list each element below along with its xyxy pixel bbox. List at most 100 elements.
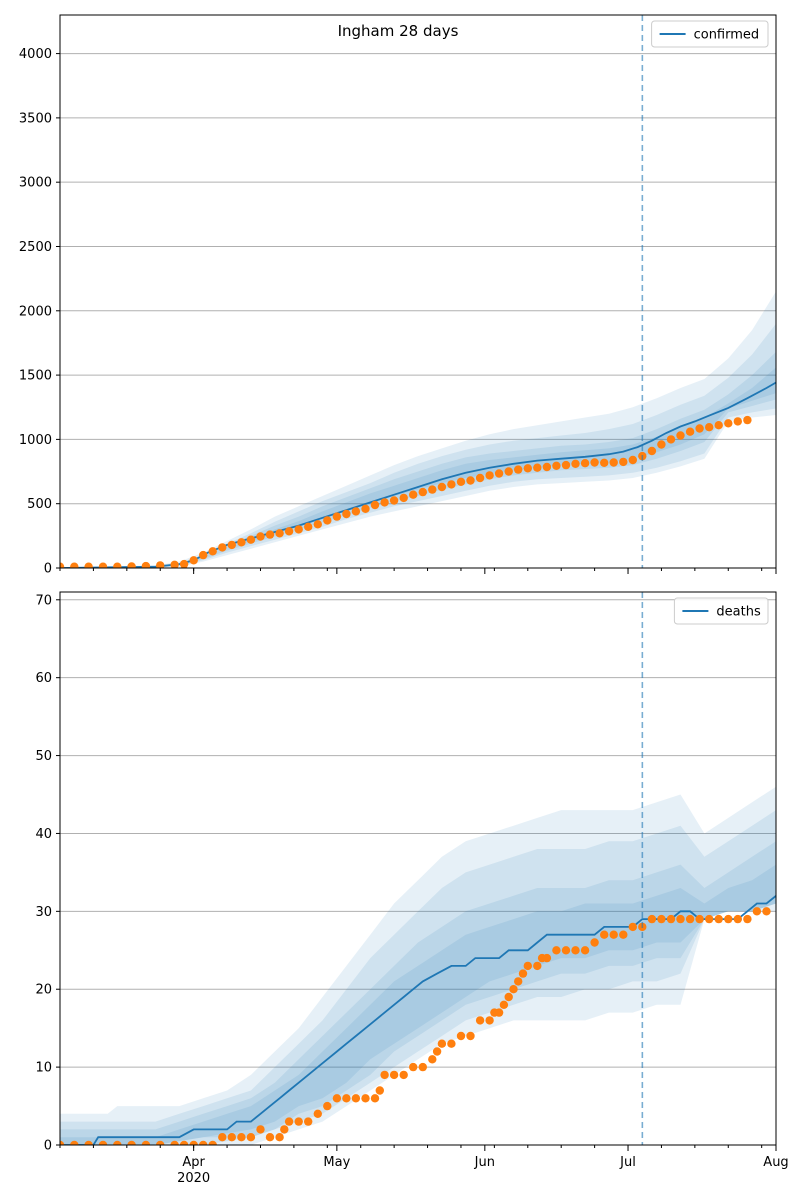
observed-point [647, 446, 657, 456]
y-tick-label: 0 [44, 562, 52, 577]
legend-box [651, 20, 769, 48]
uncertainty-band-4 [60, 864, 776, 1145]
observed-point [628, 922, 637, 932]
observed-point [409, 1062, 418, 1072]
observed-point [571, 459, 580, 468]
observed-point [600, 930, 609, 939]
observed-point [218, 1133, 227, 1142]
observed-point [600, 458, 609, 467]
observed-point [523, 464, 532, 473]
observed-point [676, 914, 685, 924]
confirmed-chart: 0 500 1000 1500 2000 2500 3000 3500 4000 Ingham 2… [19, 14, 777, 577]
observed-point [409, 490, 418, 499]
observed-point [370, 500, 380, 510]
observed-point [695, 424, 704, 433]
observed-point [714, 421, 723, 430]
observed-point [485, 471, 494, 480]
observed-point [514, 465, 523, 474]
plot-area [60, 291, 776, 568]
observed-point [437, 482, 447, 492]
observed-point [361, 504, 370, 513]
x-tick-label: Aug [763, 1155, 788, 1170]
uncertainty-band-3 [60, 841, 776, 1145]
y-tick-label: 20 [35, 983, 52, 998]
observed-point [475, 473, 485, 483]
legend-label: confirmed [694, 28, 760, 43]
observed-point [265, 1133, 275, 1142]
observed-point [179, 559, 189, 568]
x-tick-sublabel: 2020 [177, 1171, 210, 1186]
observed-point [294, 1117, 303, 1126]
legend-box [673, 597, 769, 625]
observed-point [590, 458, 599, 467]
y-tick-label: 0 [44, 1139, 52, 1154]
observed-point [666, 914, 676, 924]
observed-point [705, 914, 714, 924]
observed-point [342, 1094, 351, 1103]
observed-point [432, 1047, 442, 1056]
observed-point [743, 415, 752, 425]
observed-point [141, 561, 151, 568]
observed-point [571, 946, 580, 955]
observed-point [284, 527, 294, 536]
y-tick-label: 3500 [19, 111, 52, 126]
observed-point [609, 458, 618, 467]
observed-point [361, 1094, 370, 1103]
observed-point [170, 1140, 179, 1145]
y-tick-label: 1000 [19, 433, 52, 448]
observed-point [389, 496, 399, 505]
observed-point [113, 1140, 122, 1145]
observed-point [342, 509, 351, 519]
observed-point [494, 1008, 504, 1017]
observed-point [685, 914, 695, 924]
observed-point [561, 946, 571, 955]
observed-point [628, 455, 637, 465]
y-tick-label: 60 [35, 671, 52, 686]
observed-point [380, 1070, 389, 1080]
observed-point [60, 1140, 65, 1145]
observed-point [685, 427, 695, 436]
y-tick-label: 50 [35, 749, 52, 764]
observed-point [428, 485, 437, 494]
observed-point [619, 930, 628, 939]
observed-point [504, 992, 513, 1002]
observed-point [552, 946, 561, 955]
observed-point [523, 961, 532, 971]
legend-label: deaths [716, 605, 761, 620]
observed-point [189, 556, 198, 565]
observed-point [246, 535, 256, 544]
y-tick-label: 70 [35, 593, 52, 608]
observed-point [447, 1039, 456, 1048]
observed-point [199, 1140, 208, 1145]
median-line [60, 894, 776, 1145]
observed-point [265, 530, 275, 539]
observed-point [227, 1133, 236, 1142]
observed-point [695, 914, 704, 924]
observed-point [98, 562, 108, 568]
observed-point [332, 512, 342, 521]
x-tick-label: May [323, 1155, 350, 1170]
x-tick-label: Apr [182, 1155, 205, 1170]
observed-point [256, 532, 265, 541]
observed-point [509, 985, 518, 994]
observed-point [199, 550, 208, 560]
observed-point [466, 1031, 475, 1041]
observed-point [294, 525, 303, 534]
observed-point [447, 480, 456, 489]
observed-point [437, 1039, 447, 1048]
observed-point [170, 560, 179, 568]
observed-point [418, 487, 427, 497]
chart-title: Ingham 28 days [338, 22, 459, 40]
observed-point [456, 477, 466, 486]
y-tick-label: 1500 [19, 369, 52, 384]
observed-point [542, 953, 552, 963]
observed-point [323, 1101, 332, 1111]
observed-point [375, 1086, 384, 1095]
y-tick-label: 2500 [19, 240, 52, 255]
observed-point [752, 907, 762, 916]
y-tick-label: 4000 [19, 47, 52, 62]
observed-point [389, 1070, 399, 1080]
observed-point [70, 1140, 79, 1145]
observed-point [275, 529, 284, 538]
observed-point [657, 440, 666, 449]
